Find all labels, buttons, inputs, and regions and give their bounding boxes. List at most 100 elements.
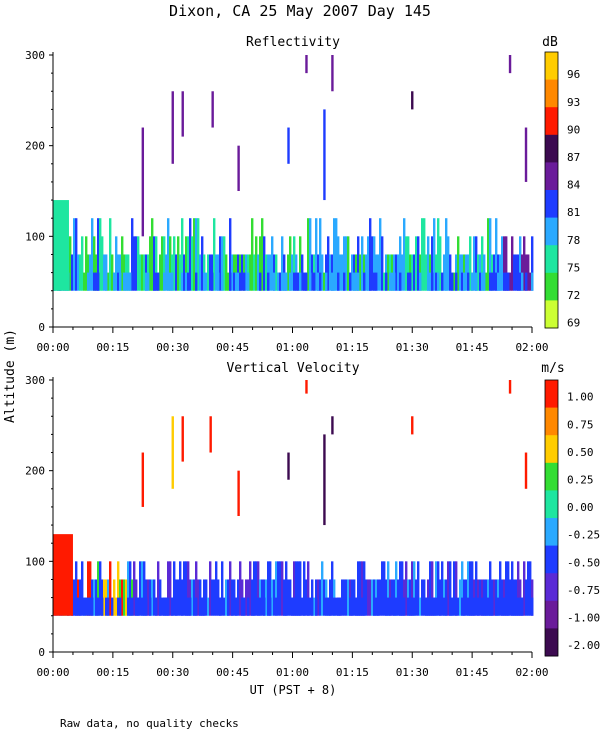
echo-core	[291, 597, 294, 616]
echo-core	[461, 597, 464, 616]
echo-core	[145, 597, 148, 616]
echo-core	[481, 272, 484, 291]
echo-column	[505, 561, 508, 616]
colorbar-label: -1.00	[567, 612, 600, 625]
echo-column	[189, 218, 192, 291]
echo-column	[485, 272, 488, 291]
echo-column	[131, 218, 134, 291]
echo-column	[221, 236, 224, 291]
echo-core	[77, 597, 80, 616]
echo-core	[175, 597, 178, 616]
x-tick-label: 01:15	[336, 666, 369, 679]
echo-column	[301, 254, 304, 291]
echo-core	[333, 272, 336, 291]
echo-core	[95, 272, 98, 291]
echo-core	[479, 272, 482, 291]
echo-column	[143, 561, 146, 616]
x-tick-label: 00:00	[36, 341, 69, 354]
echo-core	[403, 597, 406, 616]
echo-column	[323, 579, 326, 616]
echo-core	[189, 597, 192, 616]
echo-core	[87, 597, 90, 616]
echo-column	[493, 254, 496, 291]
echo-column	[209, 254, 212, 291]
echo-core	[333, 597, 336, 616]
plume-streak	[508, 55, 512, 74]
echo-column	[85, 236, 88, 291]
colorbar-label: 75	[567, 261, 580, 274]
y-tick-label: 100	[25, 230, 45, 243]
echo-core	[143, 597, 146, 616]
echo-column	[253, 561, 256, 616]
echo-core	[203, 597, 206, 616]
echo-column	[529, 272, 532, 291]
echo-column	[357, 561, 360, 616]
echo-core	[117, 597, 120, 616]
x-tick-label: 00:00	[36, 666, 69, 679]
echo-core	[363, 272, 366, 291]
echo-column	[281, 236, 284, 291]
echo-core	[471, 272, 474, 291]
echo-core	[79, 597, 82, 616]
echo-core	[231, 597, 234, 616]
echo-core	[507, 272, 510, 291]
echo-column	[213, 218, 216, 291]
colorbar-swatch	[545, 490, 558, 519]
echo-column	[487, 218, 490, 291]
echo-column	[423, 579, 426, 616]
echo-column	[75, 561, 78, 616]
echo-column	[321, 561, 324, 616]
echo-column	[475, 236, 478, 291]
x-tick-label: 00:30	[156, 666, 189, 679]
echo-column	[215, 561, 218, 616]
x-tick-label: 00:30	[156, 341, 189, 354]
near-ground-layer	[53, 200, 69, 291]
echo-column	[391, 579, 394, 616]
y-tick-label: 200	[25, 140, 45, 153]
echo-column	[453, 272, 456, 291]
echo-column	[273, 579, 276, 616]
echo-column	[459, 579, 462, 616]
echo-core	[193, 597, 196, 616]
echo-column	[495, 218, 498, 291]
echo-column	[183, 561, 186, 616]
echo-core	[389, 597, 392, 616]
echo-core	[373, 597, 376, 616]
echo-core	[503, 597, 506, 616]
echo-column	[71, 254, 74, 291]
echo-column	[431, 236, 434, 291]
echo-core	[449, 597, 452, 616]
echo-column	[115, 597, 118, 616]
x-tick-label: 01:00	[276, 666, 309, 679]
colorbar-label: -0.75	[567, 584, 600, 597]
echo-core	[101, 597, 104, 616]
echo-core	[91, 597, 94, 616]
echo-column	[117, 561, 120, 616]
echo-core	[129, 272, 132, 291]
echo-core	[233, 272, 236, 291]
echo-core	[259, 272, 262, 291]
echo-column	[403, 218, 406, 291]
echo-column	[269, 561, 272, 616]
echo-core	[349, 272, 352, 291]
echo-column	[265, 579, 268, 616]
echo-column	[505, 236, 508, 291]
echo-column	[379, 218, 382, 291]
echo-column	[399, 236, 402, 291]
echo-core	[329, 597, 332, 616]
echo-column	[177, 236, 180, 291]
echo-column	[489, 561, 492, 616]
echo-column	[299, 561, 302, 616]
echo-core	[455, 597, 458, 616]
x-tick-label: 00:15	[96, 341, 129, 354]
echo-column	[523, 236, 526, 291]
echo-core	[489, 597, 492, 616]
colorbar-label: 72	[567, 289, 580, 302]
echo-column	[89, 561, 92, 616]
echo-core	[195, 597, 198, 616]
echo-column	[223, 597, 226, 616]
echo-core	[297, 597, 300, 616]
echo-core	[431, 272, 434, 291]
echo-core	[105, 272, 108, 291]
